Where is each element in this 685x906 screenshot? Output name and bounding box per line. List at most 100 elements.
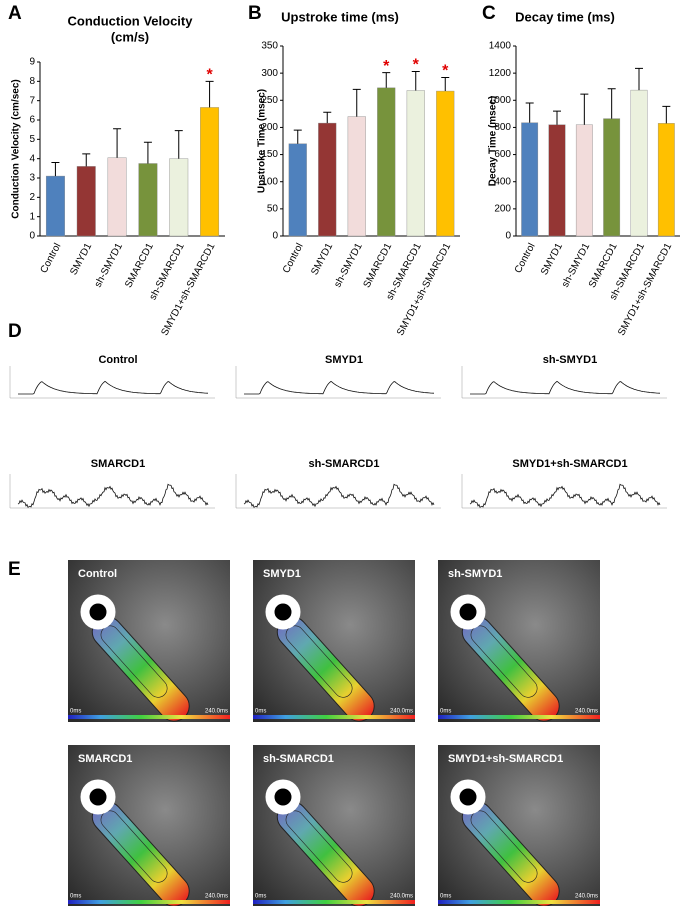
y-tick-label: 3 [29, 173, 35, 184]
stimulus-ring [450, 594, 486, 630]
panel-label: B [248, 3, 262, 24]
x-tick-label: sh-SMYD1 [93, 241, 126, 289]
error-bar [607, 88, 616, 119]
color-scale [68, 715, 230, 719]
bar [406, 90, 425, 237]
trace-axes [235, 474, 441, 509]
scale-end: 240.0ms [205, 894, 228, 900]
error-bar [51, 162, 60, 177]
trace-axes [461, 474, 667, 509]
y-tick-label: 4 [29, 153, 35, 164]
color-scale [253, 900, 415, 904]
bar [575, 124, 593, 237]
error-bar [113, 128, 122, 158]
y-tick-label: 350 [261, 41, 278, 52]
scale-start: 0ms [70, 894, 81, 900]
color-scale [253, 715, 415, 719]
error-bar [174, 130, 183, 159]
bar [548, 124, 566, 237]
trace [244, 380, 434, 395]
y-tick-label: 0 [29, 231, 35, 242]
trace-axes [461, 366, 667, 399]
trace-axes [9, 366, 215, 399]
stimulus-ring [265, 779, 301, 815]
error-bar [580, 93, 589, 125]
bar [657, 123, 675, 237]
scale-end: 240.0ms [575, 709, 598, 715]
bar [200, 107, 220, 237]
x-tick-label: SMYD1 [309, 241, 335, 277]
y-tick-label: 150 [261, 149, 278, 160]
x-tick-label: Control [39, 241, 64, 275]
x-tick-label: SMYD1+sh-SMARCD1 [395, 241, 453, 338]
y-tick-label: 100 [261, 176, 278, 187]
y-tick-label: 800 [494, 122, 511, 133]
error-bar [635, 67, 643, 91]
stimulus-ring [80, 594, 116, 630]
error-bar [382, 72, 391, 88]
x-tick-label: SMARCD1 [362, 241, 395, 290]
trace [18, 380, 208, 395]
map-title: sh-SMARCD1 [263, 753, 334, 765]
y-tick-label: 1000 [489, 95, 512, 106]
chart-title: Upstroke time (ms) [281, 9, 399, 24]
bar [138, 163, 158, 237]
y-axis-label: Conduction Velocity (cm/sec) [11, 79, 22, 218]
scale-start: 0ms [440, 709, 451, 715]
y-tick-label: 1200 [489, 68, 512, 79]
trace [469, 483, 661, 508]
y-tick-label: 250 [261, 95, 278, 106]
panel-label: C [482, 3, 496, 24]
error-bar [82, 153, 91, 167]
chart-title: Decay time (ms) [515, 9, 615, 24]
map-title: sh-SMYD1 [448, 568, 502, 580]
error-bar [352, 88, 361, 117]
stimulus-ring [265, 594, 301, 630]
x-tick-label: SMYD1 [68, 241, 94, 277]
bar [377, 87, 396, 237]
y-tick-label: 1 [29, 211, 35, 222]
panel-label: A [8, 3, 22, 24]
bar [630, 89, 648, 237]
y-tick-label: 0 [272, 231, 278, 242]
trace-axes [235, 366, 441, 399]
scale-end: 240.0ms [390, 894, 413, 900]
y-tick-label: 600 [494, 149, 511, 160]
trace-title: Control [98, 354, 137, 366]
scale-end: 240.0ms [575, 894, 598, 900]
error-bar [662, 105, 671, 124]
y-tick-label: 9 [29, 57, 35, 68]
scale-start: 0ms [255, 894, 266, 900]
bar [347, 116, 366, 237]
x-tick-label: Control [281, 241, 306, 275]
scale-end: 240.0ms [205, 709, 228, 715]
trace-axes [9, 474, 215, 509]
trace-title: sh-SMYD1 [543, 354, 597, 366]
y-axis-label: Upstroke Time (msec) [257, 89, 268, 193]
trace-title: SMYD1 [325, 354, 363, 366]
trace [17, 483, 209, 508]
bar [107, 157, 127, 237]
y-axis-label: Decay Time (msec) [488, 96, 499, 186]
significance-marker: * [206, 67, 213, 84]
bar [318, 122, 337, 237]
error-bar [553, 110, 561, 125]
error-bar [323, 111, 332, 124]
error-bar [525, 102, 534, 123]
map-title: SMYD1 [263, 568, 301, 580]
x-tick-label: SMYD1 [539, 241, 565, 277]
significance-marker: * [442, 63, 449, 80]
panel-label: E [8, 559, 21, 580]
trace [470, 380, 660, 395]
bar [288, 143, 307, 237]
error-bar [441, 76, 450, 92]
error-bar [411, 71, 420, 91]
chart-title: Conduction Velocity [68, 13, 194, 28]
error-bar [293, 129, 302, 144]
x-tick-label: SMYD1+sh-SMARCD1 [616, 241, 674, 338]
scale-start: 0ms [255, 709, 266, 715]
bar [436, 90, 455, 237]
scale-end: 240.0ms [390, 709, 413, 715]
x-tick-label: SMARCD1 [123, 241, 156, 290]
y-tick-label: 50 [267, 203, 279, 214]
